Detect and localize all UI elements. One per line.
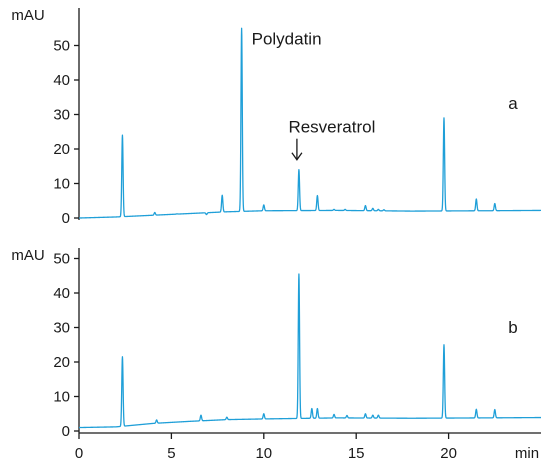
peak-apex-b <box>372 415 373 416</box>
peak-apex-a <box>263 204 264 205</box>
y-tick-label: 40 <box>53 285 70 302</box>
peak-apex-a <box>333 209 334 210</box>
y-tick-label: 50 <box>53 38 70 55</box>
x-tick-label: 5 <box>167 445 175 462</box>
y-tick-label: 30 <box>53 107 70 124</box>
peak-apex-b <box>263 413 264 414</box>
x-tick-label: 15 <box>348 445 365 462</box>
peak-apex-a <box>154 212 155 213</box>
peak-apex-b <box>443 344 444 345</box>
y-axis-unit-label: mAU <box>11 247 44 264</box>
peak-apex-b <box>476 409 477 410</box>
peak-apex-a <box>176 213 177 214</box>
peak-apex-b <box>378 415 379 416</box>
peak-apex-a <box>122 135 123 136</box>
annotation-polydatin: Polydatin <box>252 29 322 48</box>
peak-apex-a <box>476 198 477 199</box>
annotation-arrow-head <box>291 152 303 161</box>
x-tick-label: 20 <box>440 445 457 462</box>
peak-apex-b <box>494 409 495 410</box>
panel-label-a: a <box>508 94 518 113</box>
peak-apex-a <box>317 195 318 196</box>
peak-apex-b <box>333 414 334 415</box>
peak-apex-a <box>378 209 379 210</box>
y-tick-label: 0 <box>62 423 70 440</box>
peak-apex-b <box>298 273 299 274</box>
chromatogram-trace-a <box>78 27 542 219</box>
peak-apex-b <box>122 356 123 357</box>
y-tick-label: 0 <box>62 210 70 227</box>
peak-apex-b <box>156 419 157 420</box>
peak-apex-a <box>365 205 366 206</box>
peak-apex-a <box>345 209 346 210</box>
peak-apex-b <box>200 415 201 416</box>
x-axis-unit-label: min <box>515 445 539 462</box>
y-tick-label: 20 <box>53 141 70 158</box>
y-tick-label: 10 <box>53 389 70 406</box>
y-tick-label: 30 <box>53 320 70 337</box>
x-tick-label: 0 <box>75 445 83 462</box>
peak-apex-b <box>317 408 318 409</box>
peak-apex-a <box>222 195 223 196</box>
peak-apex-b <box>346 415 347 416</box>
peak-apex-b <box>226 417 227 418</box>
peak-apex-a <box>443 117 444 118</box>
x-tick-label: 10 <box>255 445 272 462</box>
y-tick-label: 40 <box>53 72 70 89</box>
peak-apex-b <box>311 408 312 409</box>
y-tick-label: 10 <box>53 176 70 193</box>
chromatogram-trace-b <box>78 273 542 429</box>
y-tick-label: 20 <box>53 354 70 371</box>
peak-apex-a <box>298 169 299 170</box>
annotation-resveratrol: Resveratrol <box>288 118 375 137</box>
y-axis-unit-label: mAU <box>11 7 44 24</box>
peak-apex-a <box>383 209 384 210</box>
y-tick-label: 50 <box>53 251 70 268</box>
peak-apex-a <box>494 203 495 204</box>
peak-apex-a <box>372 208 373 209</box>
peak-apex-a <box>241 28 242 29</box>
peak-apex-b <box>365 413 366 414</box>
panel-label-b: b <box>508 318 517 337</box>
peak-apex-a <box>206 214 207 215</box>
